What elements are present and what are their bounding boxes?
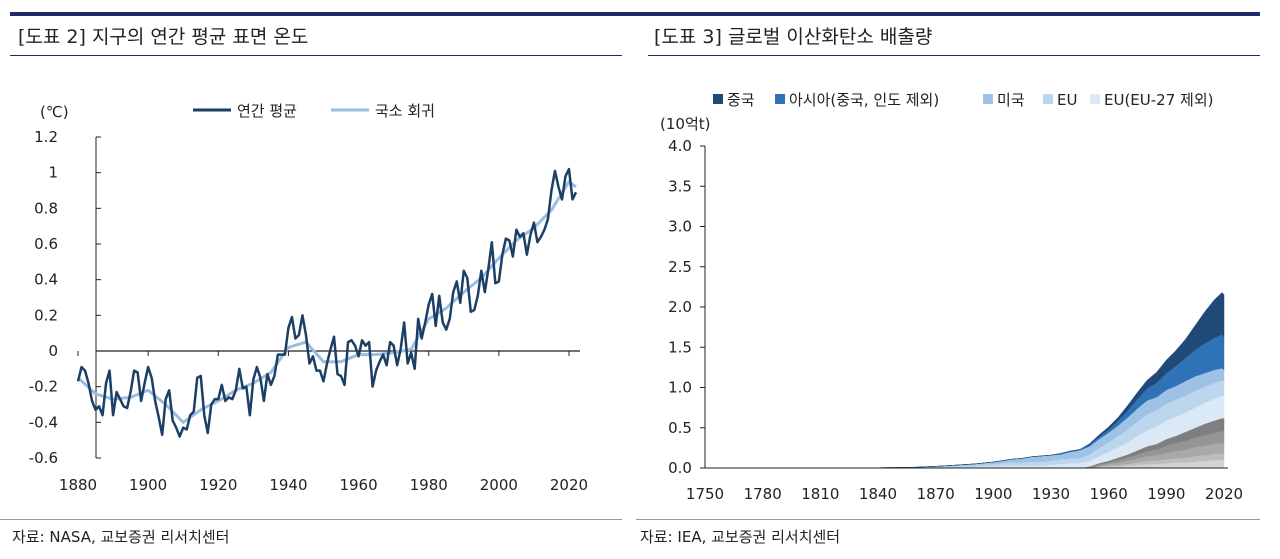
right-x-tick-label: 1780 xyxy=(744,485,782,503)
left-y-tick-label: 1 xyxy=(48,164,58,182)
right-y-tick-label: 0.0 xyxy=(668,459,692,477)
legend-label-eu27: EU(EU-27 제외) xyxy=(1104,91,1214,109)
right-source-note: 자료: IEA, 교보증권 리서치센터 xyxy=(640,528,841,546)
right-x-tick-label: 1930 xyxy=(1032,485,1070,503)
right-y-tick-label: 0.5 xyxy=(668,419,692,437)
right-y-unit: (10억t) xyxy=(660,115,710,133)
left-footer-rule xyxy=(0,519,622,520)
area-china xyxy=(705,292,1225,469)
left-x-tick-label: 1880 xyxy=(59,476,97,494)
left-y-tick-label: -0.6 xyxy=(29,449,58,467)
left-x-tick-label: 1900 xyxy=(129,476,167,494)
right-y-tick-label: 3.0 xyxy=(668,218,692,236)
left-x-tick-label: 1960 xyxy=(339,476,377,494)
left-source-note: 자료: NASA, 교보증권 리서치센터 xyxy=(12,528,230,546)
left-x-tick-label: 2020 xyxy=(550,476,588,494)
legend-swatch-asia xyxy=(775,94,785,104)
left-x-tick-label: 2000 xyxy=(480,476,518,494)
left-title-rule xyxy=(10,55,622,56)
legend-swatch-eu27 xyxy=(1090,94,1100,104)
right-x-tick-label: 1840 xyxy=(859,485,897,503)
series-line-annual xyxy=(76,167,578,438)
legend-label-us: 미국 xyxy=(997,91,1025,109)
legend-label-eu: EU xyxy=(1057,91,1077,109)
right-x-tick-label: 1990 xyxy=(1147,485,1185,503)
right-y-tick-label: 3.5 xyxy=(668,177,692,195)
left-chart-title: [도표 2] 지구의 연간 평균 표면 온도 xyxy=(18,26,309,48)
right-footer-rule xyxy=(636,519,1260,520)
legend-swatch-us xyxy=(983,94,993,104)
legend-label-lowess: 국소 회귀 xyxy=(375,102,435,120)
left-x-tick-label: 1920 xyxy=(199,476,237,494)
left-y-unit: (℃) xyxy=(40,103,69,121)
right-y-tick-label: 1.0 xyxy=(668,379,692,397)
top-rule xyxy=(10,12,1260,16)
left-y-tick-label: 0.4 xyxy=(34,271,58,289)
right-y-tick-label: 2.0 xyxy=(668,298,692,316)
legend-swatch-eu xyxy=(1043,94,1053,104)
left-y-tick-label: -0.2 xyxy=(29,378,58,396)
left-x-tick-label: 1980 xyxy=(410,476,448,494)
left-y-tick-label: 0.6 xyxy=(34,235,58,253)
left-x-tick-label: 1940 xyxy=(269,476,307,494)
legend-label-annual: 연간 평균 xyxy=(237,102,297,120)
left-y-tick-label: 0 xyxy=(48,342,58,360)
right-x-tick-label: 2020 xyxy=(1205,485,1243,503)
legend-swatch-china xyxy=(713,94,723,104)
right-x-tick-label: 1960 xyxy=(1090,485,1128,503)
right-x-tick-label: 1870 xyxy=(917,485,955,503)
right-x-tick-label: 1810 xyxy=(801,485,839,503)
right-x-tick-label: 1750 xyxy=(686,485,724,503)
left-y-tick-label: 1.2 xyxy=(34,128,58,146)
right-chart-title: [도표 3] 글로벌 이산화탄소 배출량 xyxy=(654,26,933,48)
right-y-tick-label: 1.5 xyxy=(668,338,692,356)
legend-label-china: 중국 xyxy=(727,91,755,109)
right-x-tick-label: 1900 xyxy=(974,485,1012,503)
left-y-tick-label: 0.8 xyxy=(34,199,58,217)
right-y-tick-label: 4.0 xyxy=(668,137,692,155)
right-y-tick-label: 2.5 xyxy=(668,258,692,276)
legend-label-asia: 아시아(중국, 인도 제외) xyxy=(789,91,939,109)
right-title-rule xyxy=(648,55,1260,56)
left-y-tick-label: -0.4 xyxy=(29,413,58,431)
left-y-tick-label: 0.2 xyxy=(34,306,58,324)
